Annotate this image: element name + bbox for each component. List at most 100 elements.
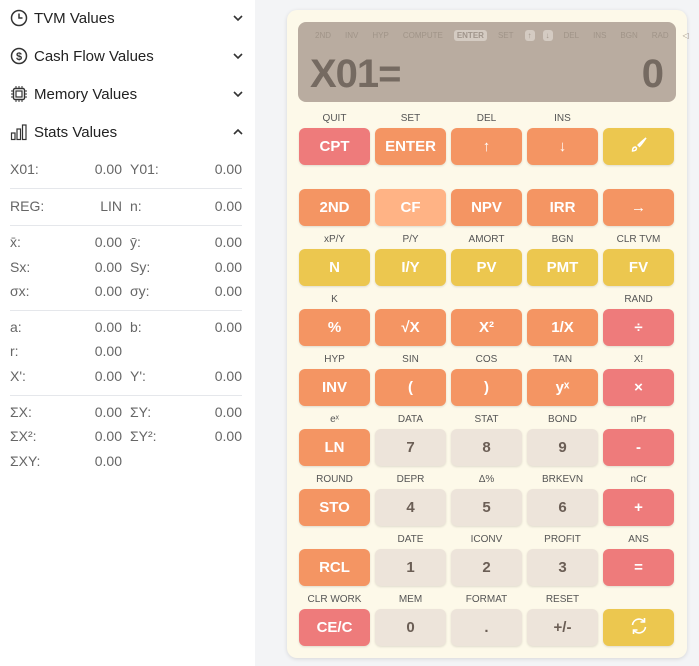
stat-label: Y01: bbox=[130, 161, 159, 177]
key-fv[interactable]: FV bbox=[603, 249, 674, 286]
key-minus[interactable]: - bbox=[603, 429, 674, 466]
stat-label: X01: bbox=[10, 161, 39, 177]
key-secondary-label: RAND bbox=[624, 294, 653, 305]
key-rparen[interactable]: ) bbox=[451, 369, 522, 406]
key-inv[interactable]: INV bbox=[299, 369, 370, 406]
key-x[interactable]: √X bbox=[375, 309, 446, 346]
key-secondary-label: COS bbox=[475, 354, 498, 365]
key-secondary-label: BGN bbox=[551, 234, 574, 245]
section-header-memory-values[interactable]: Memory Values bbox=[10, 82, 245, 106]
key-secondary-label: STAT bbox=[474, 414, 499, 425]
chevron-down-icon[interactable] bbox=[231, 11, 245, 25]
chevron-down-icon[interactable] bbox=[231, 87, 245, 101]
key-rcl[interactable]: RCL bbox=[299, 549, 370, 586]
stat-value: 0.00 bbox=[214, 198, 242, 214]
display-label: X01= bbox=[310, 52, 402, 96]
section-header-tvm-values[interactable]: TVM Values bbox=[10, 6, 245, 30]
key-3[interactable]: 3 bbox=[527, 549, 598, 586]
refresh-button[interactable] bbox=[603, 609, 674, 646]
key-ln[interactable]: LN bbox=[299, 429, 370, 466]
key-2nd[interactable]: 2ND bbox=[299, 189, 370, 226]
key-enter[interactable]: ENTER bbox=[375, 128, 446, 165]
key-secondary-label: eˣ bbox=[330, 414, 339, 425]
key-down[interactable]: ↓ bbox=[527, 128, 598, 165]
chevron-up-icon[interactable] bbox=[231, 125, 245, 139]
stat-label: REG: bbox=[10, 198, 45, 214]
key-2[interactable]: 2 bbox=[451, 549, 522, 586]
key-secondary-label: DEPR bbox=[396, 474, 425, 485]
stat-value: 0.00 bbox=[214, 161, 242, 177]
key-1x[interactable]: 1/X bbox=[527, 309, 598, 346]
stat-row: a: 0.00 b: 0.00 bbox=[10, 319, 242, 339]
key-mul[interactable]: × bbox=[603, 369, 674, 406]
key-cf[interactable]: CF bbox=[375, 189, 446, 226]
key-secondary-label: SIN bbox=[402, 354, 419, 365]
chevron-down-icon[interactable] bbox=[231, 49, 245, 63]
indicator: INV bbox=[345, 31, 359, 40]
stat-value: 0.00 bbox=[94, 343, 122, 359]
calculator: 2NDINVHYPCOMPUTEENTERSET↑↓DELINSBGNRAD◁+… bbox=[287, 10, 689, 658]
key-sto[interactable]: STO bbox=[299, 489, 370, 526]
key-8[interactable]: 8 bbox=[451, 429, 522, 466]
section-header-cash-flow-values[interactable]: $ Cash Flow Values bbox=[10, 44, 245, 68]
key-x[interactable]: X² bbox=[451, 309, 522, 346]
dollar-circle-icon: $ bbox=[10, 47, 28, 65]
key-div[interactable]: ÷ bbox=[603, 309, 674, 346]
stat-row: ΣX²: 0.00 ΣY²: 0.00 bbox=[10, 428, 242, 448]
key-secondary-label: X! bbox=[633, 354, 644, 365]
key-secondary-label: DEL bbox=[476, 113, 497, 124]
key-pmt[interactable]: PMT bbox=[527, 249, 598, 286]
stat-label: Y': bbox=[130, 368, 146, 384]
key-cpt[interactable]: CPT bbox=[299, 128, 370, 165]
key-4[interactable]: 4 bbox=[375, 489, 446, 526]
key-lparen[interactable]: ( bbox=[375, 369, 446, 406]
stat-label: ΣX²: bbox=[10, 428, 37, 444]
key-eq[interactable]: = bbox=[603, 549, 674, 586]
key-plus[interactable]: + bbox=[603, 489, 674, 526]
refresh-icon bbox=[629, 616, 649, 640]
key-up[interactable]: ↑ bbox=[451, 128, 522, 165]
key-secondary-label: xP/Y bbox=[323, 234, 346, 245]
stat-label: n: bbox=[130, 198, 142, 214]
key-secondary-label: DATE bbox=[397, 534, 424, 545]
key-secondary-label: HYP bbox=[324, 354, 345, 365]
key-5[interactable]: 5 bbox=[451, 489, 522, 526]
indicator: ◁ bbox=[682, 31, 689, 40]
key-0[interactable]: 0 bbox=[375, 609, 446, 646]
key-right[interactable]: → bbox=[603, 189, 674, 226]
stat-value: 0.00 bbox=[214, 319, 242, 335]
key-sym[interactable]: +/- bbox=[527, 609, 598, 646]
key-y[interactable]: yˣ bbox=[527, 369, 598, 406]
stat-value: 0.00 bbox=[94, 234, 122, 250]
key-irr[interactable]: IRR bbox=[527, 189, 598, 226]
indicator: ↑ bbox=[524, 30, 535, 41]
key-9[interactable]: 9 bbox=[527, 429, 598, 466]
stat-value: 0.00 bbox=[94, 319, 122, 335]
key-dot[interactable]: . bbox=[451, 609, 522, 646]
key-secondary-label: BRKEVN bbox=[541, 474, 584, 485]
key-cec[interactable]: CE/C bbox=[299, 609, 370, 646]
key-6[interactable]: 6 bbox=[527, 489, 598, 526]
stat-label: x̄: bbox=[10, 234, 21, 250]
brush-button[interactable] bbox=[603, 128, 674, 165]
key-n[interactable]: N bbox=[299, 249, 370, 286]
section-title: Cash Flow Values bbox=[34, 47, 154, 65]
key-secondary-label: nCr bbox=[630, 474, 647, 485]
stat-row: Sx: 0.00 Sy: 0.00 bbox=[10, 259, 242, 279]
key-pv[interactable]: PV bbox=[451, 249, 522, 286]
key-7[interactable]: 7 bbox=[375, 429, 446, 466]
key-secondary-label: nPr bbox=[630, 414, 647, 425]
stat-label: ΣXY: bbox=[10, 453, 41, 469]
indicator: RAD bbox=[651, 31, 669, 40]
key-npv[interactable]: NPV bbox=[451, 189, 522, 226]
key-iy[interactable]: I/Y bbox=[375, 249, 446, 286]
section-header-stats-values[interactable]: Stats Values bbox=[10, 120, 245, 144]
key-secondary-label: FORMAT bbox=[465, 594, 508, 605]
stat-value: 0.00 bbox=[94, 259, 122, 275]
key-pct[interactable]: % bbox=[299, 309, 370, 346]
key-secondary-label: CLR WORK bbox=[307, 594, 362, 605]
key-1[interactable]: 1 bbox=[375, 549, 446, 586]
stat-label: r: bbox=[10, 343, 19, 359]
key-secondary-label: INS bbox=[554, 113, 571, 124]
stat-label: ȳ: bbox=[130, 234, 141, 250]
